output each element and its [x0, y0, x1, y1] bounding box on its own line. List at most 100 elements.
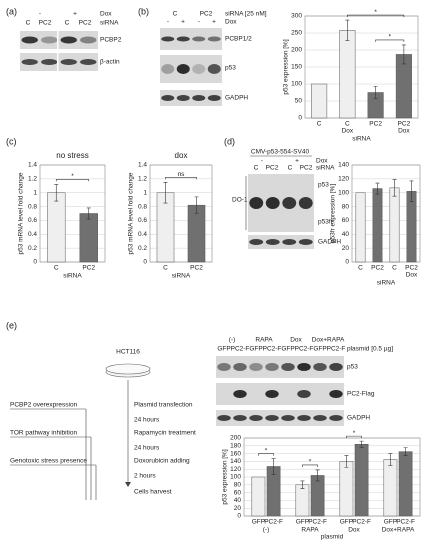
- step: Rapamycin treatment: [134, 430, 196, 437]
- significance-bracket: [165, 177, 197, 180]
- x-axis-label: siRNA: [63, 273, 82, 280]
- arrow-head: [125, 482, 131, 487]
- error-bar: [300, 480, 305, 489]
- lane-header: siRNA [25 nM]: [225, 11, 267, 18]
- x-tick-label: PC2: [371, 265, 384, 272]
- blot-band: [249, 197, 264, 209]
- error-bar: [401, 44, 406, 65]
- y-tick-label: 50: [295, 98, 303, 105]
- blot-band: [281, 363, 295, 371]
- y-tick-label: 0: [33, 259, 37, 266]
- y-tick-label: 60: [342, 217, 350, 224]
- error-bar: [345, 19, 350, 41]
- blot-band: [282, 197, 297, 209]
- bar: [295, 484, 310, 517]
- cell-line: HCT116: [116, 349, 140, 356]
- row-label: GADPH: [347, 415, 370, 422]
- blot-band: [233, 415, 247, 421]
- lane-label: siRNA: [316, 165, 335, 172]
- lane-header: C: [173, 11, 178, 18]
- lane-header: PC2: [200, 11, 213, 18]
- blot: [160, 90, 222, 106]
- y-tick-label: 100: [230, 474, 241, 481]
- blot: [20, 53, 98, 71]
- lane-header: +: [73, 11, 77, 18]
- lane-label: C: [26, 20, 31, 27]
- blot: [160, 28, 222, 50]
- lane-header: Dox: [290, 337, 302, 344]
- y-tick-label: 140: [230, 458, 241, 465]
- x-group-label: Dox: [348, 527, 360, 534]
- dish: [105, 363, 151, 375]
- significance-bracket: [346, 435, 362, 439]
- lane-label: PC2-F: [263, 346, 282, 353]
- x-tick-label: GFP: [252, 519, 265, 526]
- x-axis-label: plasmid: [321, 534, 344, 541]
- blot-band: [41, 59, 58, 65]
- y-tick-label: 0.2: [28, 245, 37, 252]
- lane-label: -: [198, 19, 200, 26]
- blot-band: [249, 415, 263, 421]
- bar: [398, 451, 413, 517]
- bar: [389, 187, 400, 263]
- condition: PCBP2 overexpression: [10, 402, 78, 409]
- x-tick-label: PC2: [369, 121, 382, 128]
- significance-label: *: [374, 9, 377, 16]
- row-label: PCBP2: [100, 37, 122, 44]
- row-label: GADPH: [225, 95, 248, 102]
- significance-bracket: [55, 179, 90, 182]
- error-bar: [344, 455, 349, 468]
- y-tick-label: 1.2: [138, 176, 147, 183]
- blot-band: [298, 197, 313, 209]
- significance-bracket: [375, 39, 405, 42]
- x-tick-label: PC2: [190, 265, 203, 272]
- y-tick-label: 0.4: [138, 231, 147, 238]
- y-tick-label: 1.4: [138, 162, 147, 169]
- blot-band: [60, 36, 77, 44]
- blot-band: [21, 36, 38, 44]
- y-tick-label: 40: [234, 497, 242, 504]
- significance-label: ns: [178, 171, 186, 178]
- error-bar: [194, 196, 199, 214]
- y-tick-label: 20: [342, 245, 350, 252]
- x-axis-label: siRNA: [377, 280, 396, 287]
- blot: [216, 383, 344, 405]
- row-label: p53: [225, 65, 236, 72]
- lane-gap: [57, 31, 59, 71]
- x-tick-sublabel: Dox: [406, 272, 418, 279]
- lane-header: Dox: [316, 158, 328, 165]
- blot-band: [176, 36, 190, 42]
- blot-band: [161, 36, 175, 42]
- blot-band: [176, 95, 190, 101]
- bar: [354, 443, 369, 517]
- blot: [20, 31, 98, 49]
- lane-label: plasmid [0.5 µg]: [347, 346, 393, 353]
- blot-band: [217, 415, 231, 421]
- chart-title: dox: [175, 151, 188, 160]
- panel-label: (b): [138, 6, 149, 16]
- condition: Genotoxic stress presence: [10, 458, 87, 465]
- y-tick-label: 1.2: [28, 176, 37, 183]
- y-tick-label: 40: [342, 231, 350, 238]
- error-bar: [409, 180, 414, 203]
- bar: [79, 213, 98, 263]
- antibody-label: DO-1: [232, 197, 248, 204]
- blot-band: [282, 239, 297, 245]
- step: Doxorubicin adding: [134, 458, 190, 465]
- lane-label: Dox: [225, 19, 237, 26]
- x-tick-label: PC2: [398, 121, 411, 128]
- lane-label: GFP: [313, 346, 326, 353]
- y-axis-label: p53 expression [%]: [222, 449, 229, 504]
- blot-band: [329, 390, 343, 398]
- y-tick-label: 180: [230, 443, 241, 450]
- lane-label: PC2-F: [231, 346, 250, 353]
- lane-header: (-): [229, 337, 236, 344]
- lane-label: PC2-F: [327, 346, 346, 353]
- panel-label: (a): [6, 6, 17, 16]
- error-bar: [375, 182, 380, 195]
- row-label: p53fr: [318, 219, 334, 226]
- blot-band: [297, 415, 311, 421]
- blot-band: [80, 59, 97, 65]
- x-group-label: (-): [263, 527, 270, 534]
- bar: [372, 188, 383, 263]
